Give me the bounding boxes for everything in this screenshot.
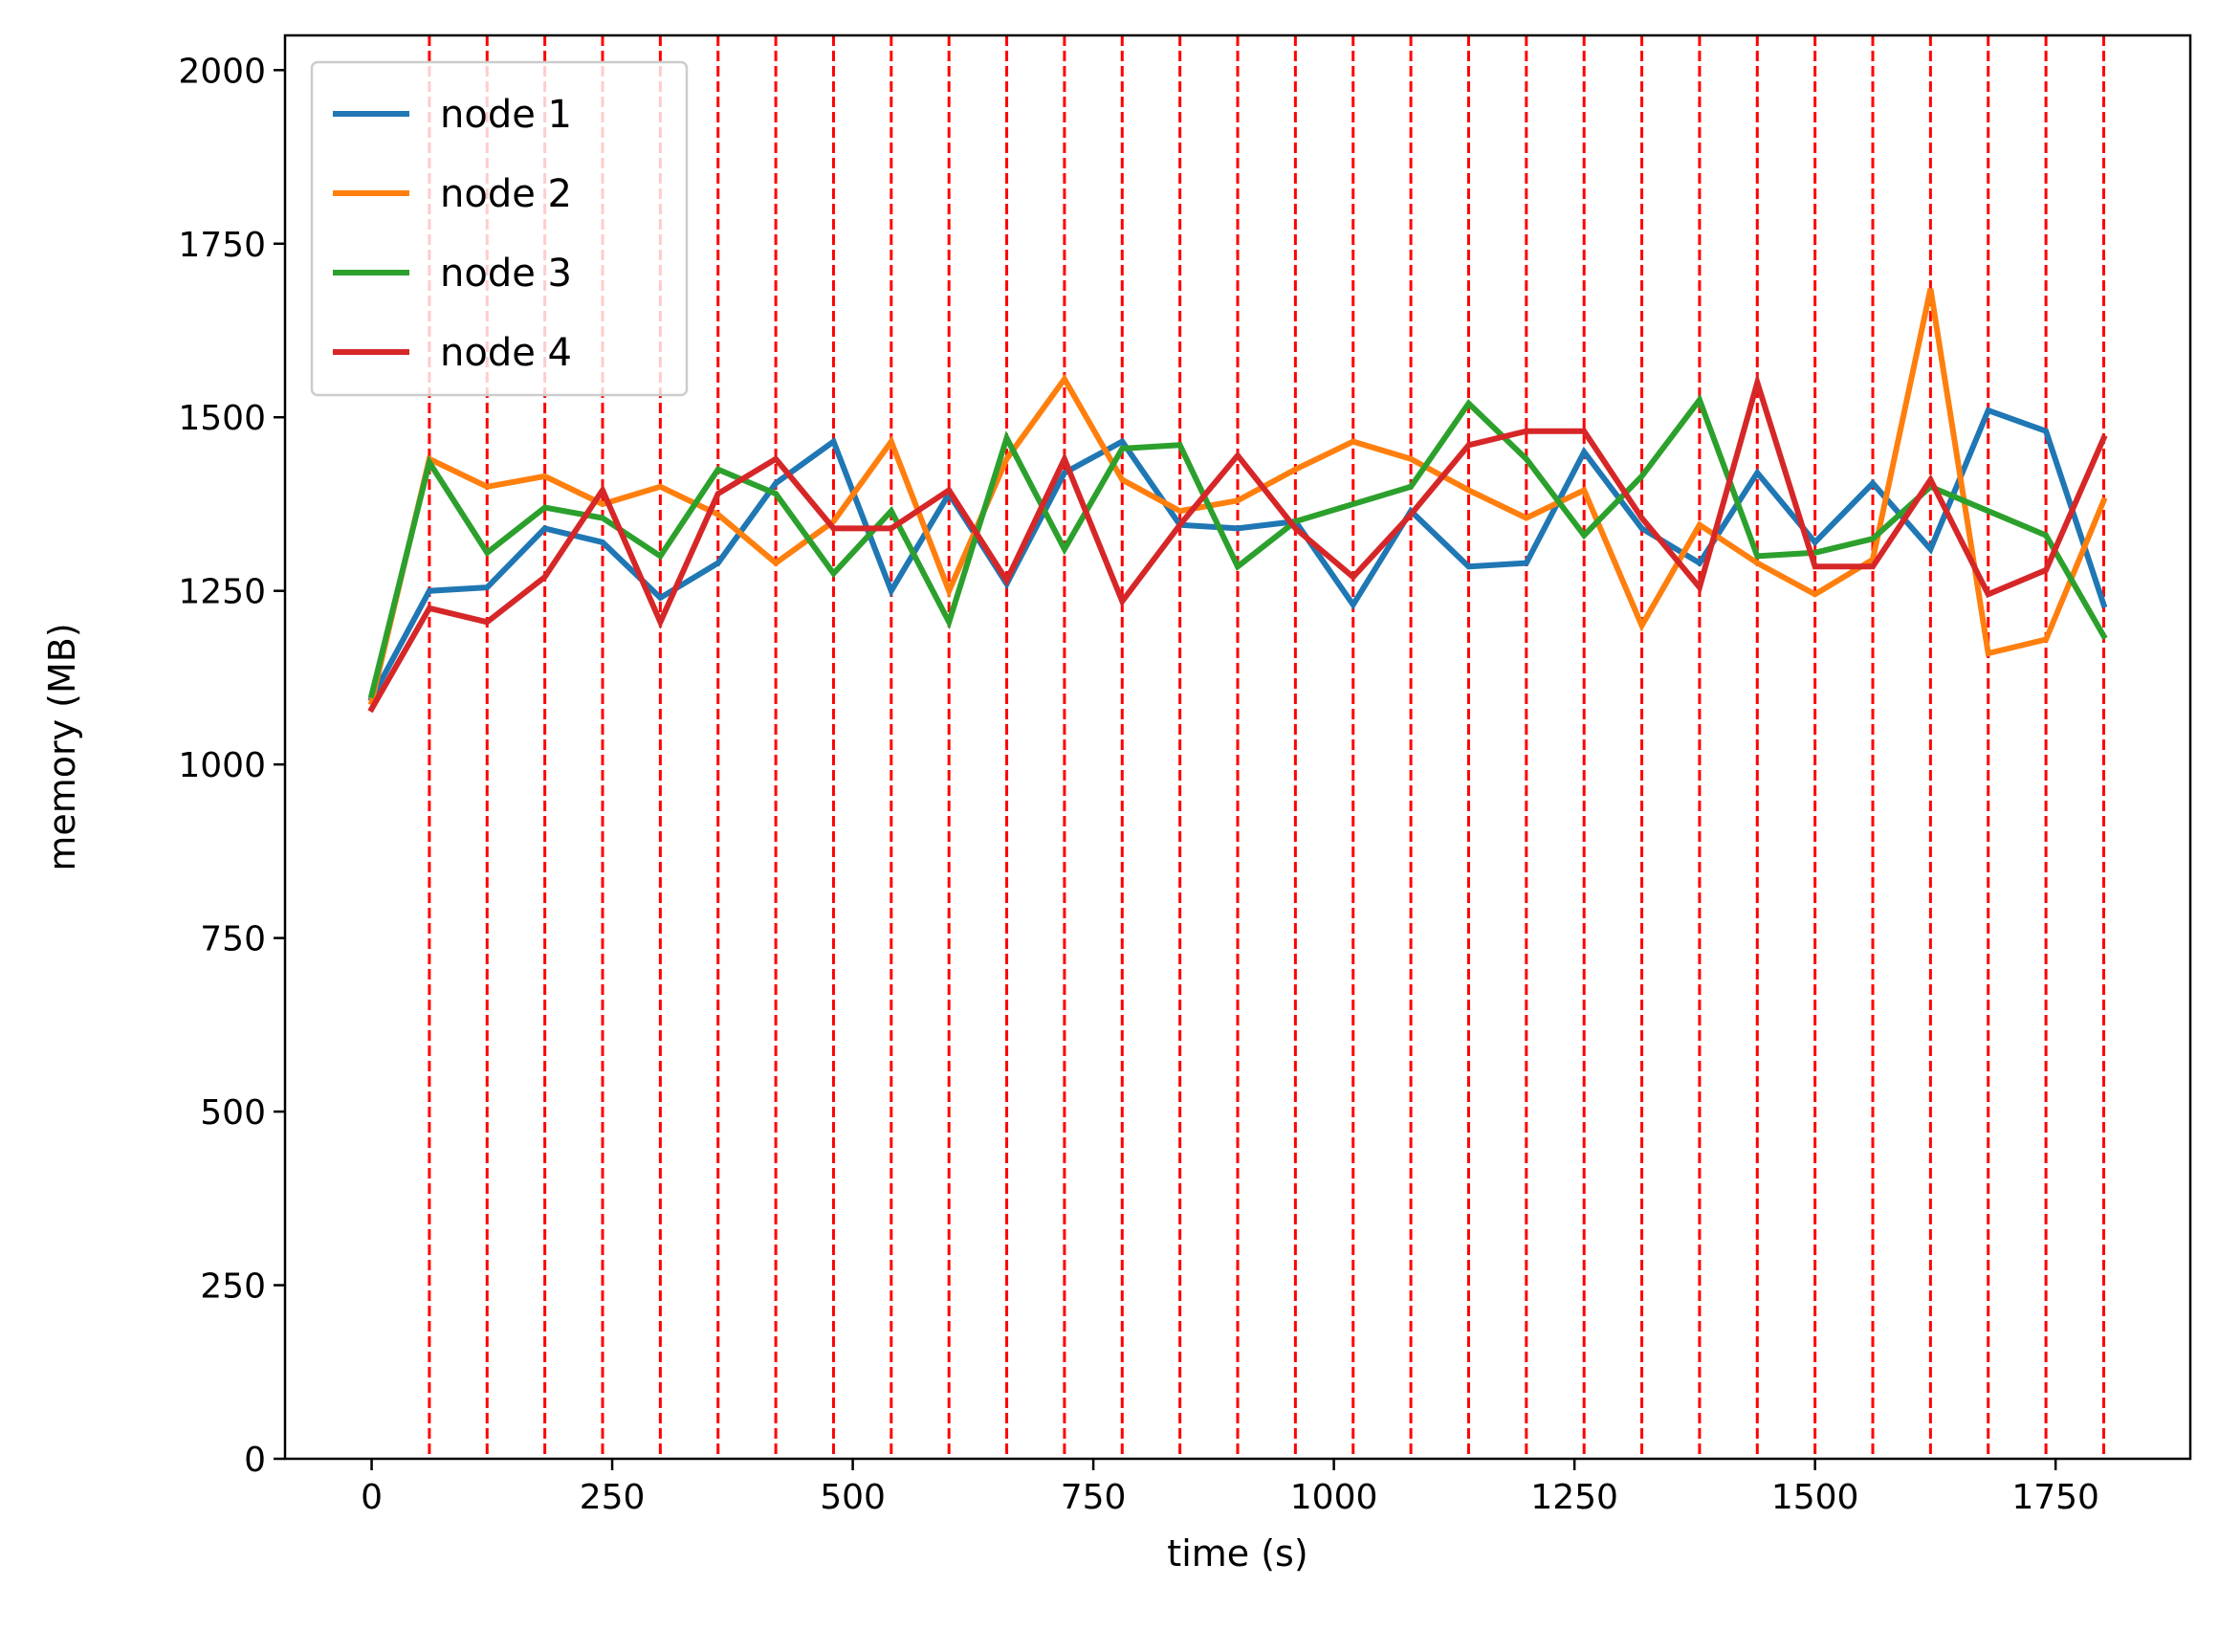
y-axis-ticks: 0 250 500 750 1000 1250 1500 1750 2000 <box>178 52 285 1480</box>
x-tick-label: 500 <box>820 1478 886 1517</box>
y-tick-label: 1750 <box>178 226 266 265</box>
legend-label-node-4: node 4 <box>440 331 572 375</box>
series-line-node-4 <box>367 372 2108 714</box>
legend-label-node-1: node 1 <box>440 93 572 137</box>
y-tick-label: 0 <box>244 1441 266 1480</box>
x-tick-label: 750 <box>1061 1478 1127 1517</box>
x-tick-label: 1750 <box>2011 1478 2099 1517</box>
series-line-node-1 <box>367 407 2108 703</box>
x-tick-label: 1250 <box>1530 1478 1618 1517</box>
x-tick-label: 1500 <box>1771 1478 1859 1517</box>
y-tick-label: 1250 <box>178 573 266 612</box>
y-tick-label: 2000 <box>178 52 266 91</box>
y-tick-label: 250 <box>200 1267 266 1307</box>
x-tick-label: 0 <box>361 1478 383 1517</box>
legend-label-node-2: node 2 <box>440 172 572 216</box>
x-tick-label: 1000 <box>1290 1478 1378 1517</box>
legend: node 1 node 2 node 3 node 4 <box>310 60 689 397</box>
legend-box <box>310 60 689 397</box>
series-lines <box>367 288 2108 714</box>
series-line-node-3 <box>367 393 2108 699</box>
y-axis-label: memory (MB) <box>41 623 83 870</box>
plot-frame <box>283 33 2192 1461</box>
x-tick-label: 250 <box>580 1478 646 1517</box>
x-axis-label: time (s) <box>1167 1532 1307 1575</box>
x-axis-ticks: 0 250 500 750 1000 1250 1500 1750 <box>361 1459 2099 1517</box>
y-tick-label: 1000 <box>178 746 266 785</box>
legend-label-node-3: node 3 <box>440 252 572 296</box>
y-tick-label: 500 <box>200 1093 266 1133</box>
y-tick-label: 1500 <box>178 399 266 438</box>
y-tick-label: 750 <box>200 920 266 959</box>
series-line-node-2 <box>367 288 2108 706</box>
